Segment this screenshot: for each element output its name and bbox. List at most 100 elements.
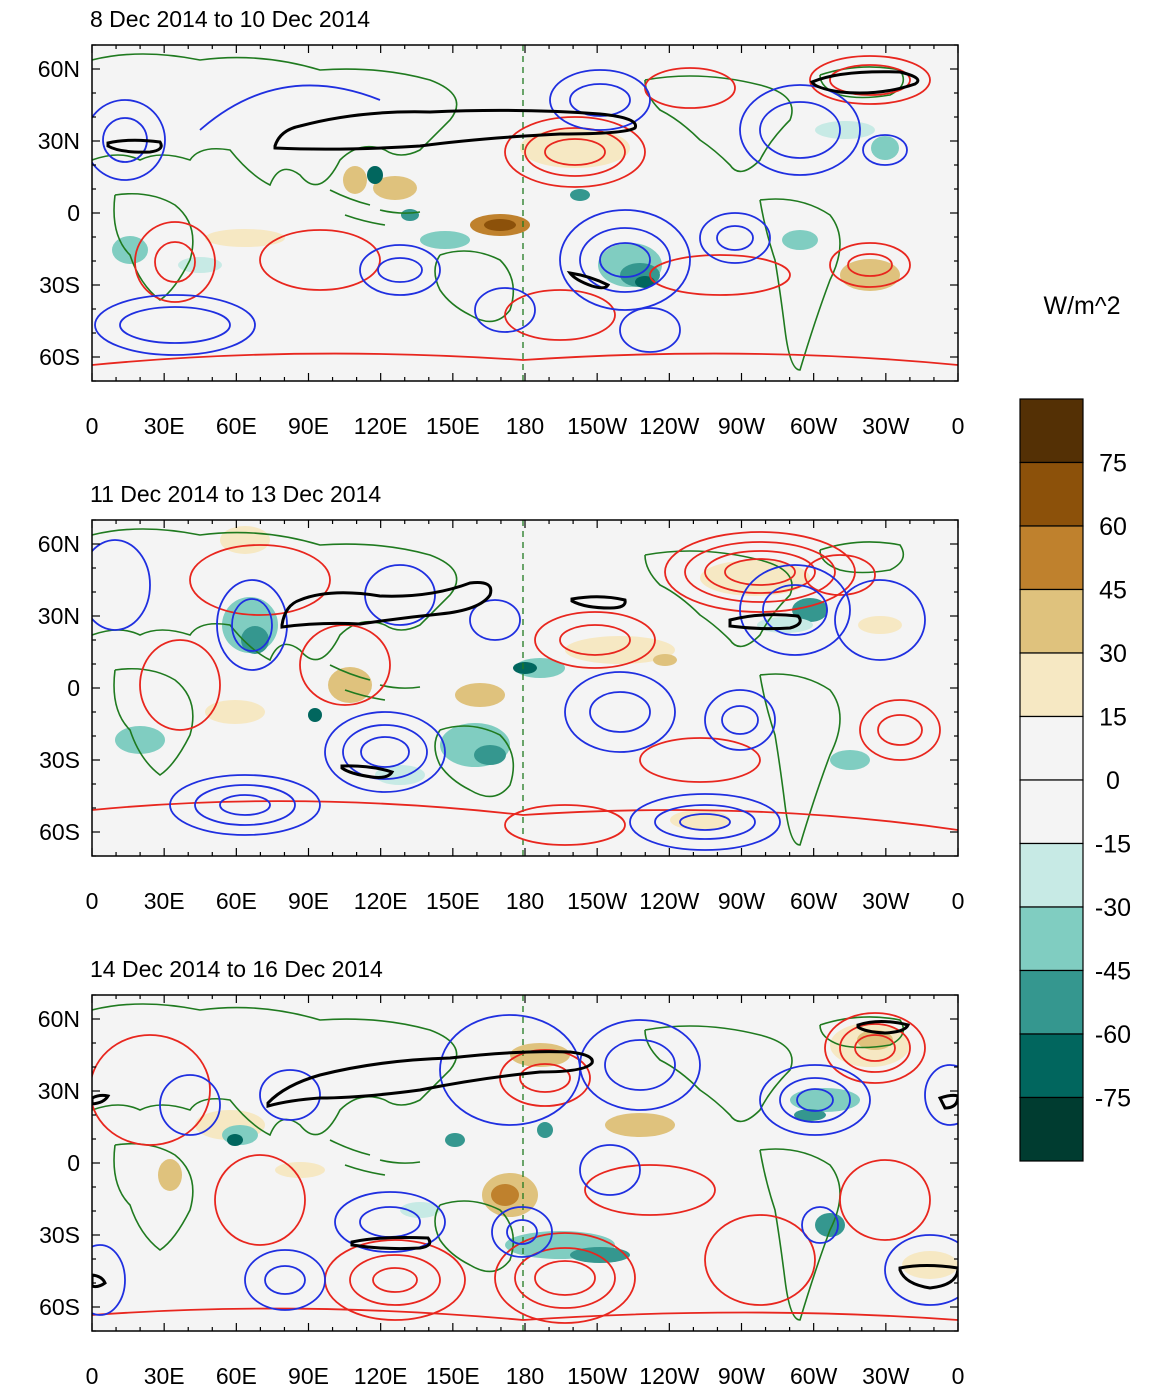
- y-axis-label: 0: [67, 1150, 80, 1176]
- x-axis-label: 180: [506, 413, 544, 439]
- y-axis-label: 60S: [39, 344, 80, 370]
- y-axis-label: 30N: [38, 128, 80, 154]
- colorbar-tick-label: 60: [1099, 513, 1127, 541]
- panel-1-positive-contours: [92, 55, 958, 366]
- colorbar-box: [1019, 906, 1084, 972]
- x-axis-label: 150E: [426, 1363, 480, 1389]
- x-axis-label: 60W: [790, 1363, 838, 1389]
- map-panel-1: 8 Dec 2014 to 10 Dec 2014: [38, 6, 965, 439]
- panel-2-ticks: [91, 519, 959, 857]
- y-axis-label: 30S: [39, 272, 80, 298]
- x-axis-label: 30W: [862, 1363, 910, 1389]
- panel-2-positive-contours: [92, 531, 958, 846]
- y-axis-label: 60S: [39, 819, 80, 845]
- panel-2-jet-contours: [280, 581, 802, 779]
- x-axis-label: 120E: [354, 413, 408, 439]
- colorbar-box: [1019, 461, 1084, 527]
- colorbar-box: [1019, 398, 1084, 464]
- panel-3-y-labels: 60N 30N 0 30S 60S: [38, 1006, 80, 1320]
- colorbar-tick-label: -30: [1095, 894, 1131, 922]
- x-axis-label: 120E: [354, 1363, 408, 1389]
- x-axis-label: 60E: [216, 413, 257, 439]
- x-axis-label: 0: [86, 888, 99, 914]
- colorbar-units: W/m^2: [1043, 292, 1120, 320]
- colorbar-box: [1019, 779, 1084, 845]
- x-axis-label: 0: [86, 413, 99, 439]
- x-axis-label: 30E: [144, 413, 185, 439]
- y-axis-label: 30S: [39, 747, 80, 773]
- x-axis-label: 150E: [426, 413, 480, 439]
- x-axis-label: 150W: [567, 888, 627, 914]
- colorbar-box: [1019, 525, 1084, 591]
- colorbar-tick-label: -45: [1095, 958, 1131, 986]
- colorbar-tick-label: 75: [1099, 450, 1127, 478]
- x-axis-label: 90E: [288, 1363, 329, 1389]
- map-panel-2: 11 Dec 2014 to 13 Dec 2014: [38, 481, 965, 914]
- colorbar-box: [1019, 842, 1084, 908]
- y-axis-label: 0: [67, 200, 80, 226]
- panel-1-title: 8 Dec 2014 to 10 Dec 2014: [90, 6, 370, 32]
- x-axis-label: 90W: [718, 888, 766, 914]
- colorbar-tick-label: 45: [1099, 577, 1127, 605]
- x-axis-label: 90W: [718, 413, 766, 439]
- x-axis-label: 0: [952, 413, 965, 439]
- x-axis-label: 30W: [862, 413, 910, 439]
- map-panel-3: 14 Dec 2014 to 16 Dec 2014: [38, 956, 965, 1389]
- panel-1-negative-contours: [92, 69, 908, 356]
- y-axis-label: 60N: [38, 1006, 80, 1032]
- y-axis-label: 0: [67, 675, 80, 701]
- colorbar-box: [1019, 969, 1084, 1035]
- x-axis-label: 0: [86, 1363, 99, 1389]
- panel-3-ticks: [91, 994, 959, 1332]
- panel-1-ticks: [91, 44, 959, 382]
- x-axis-label: 150W: [567, 1363, 627, 1389]
- x-axis-label: 180: [506, 1363, 544, 1389]
- x-axis-label: 90E: [288, 413, 329, 439]
- x-axis-label: 0: [952, 1363, 965, 1389]
- colorbar: W/m^2 75 60 45 30 15 0 -15 -30 -45 -60 -75: [1019, 292, 1131, 1162]
- colorbar-tick-label: -75: [1095, 1085, 1131, 1113]
- y-axis-label: 60S: [39, 1294, 80, 1320]
- x-axis-label: 30E: [144, 888, 185, 914]
- x-axis-label: 150W: [567, 413, 627, 439]
- panel-2-title: 11 Dec 2014 to 13 Dec 2014: [90, 481, 381, 507]
- colorbar-box: [1019, 588, 1084, 654]
- x-axis-label: 180: [506, 888, 544, 914]
- panel-2-x-labels: 0 30E 60E 90E 120E 150E 180 150W 120W 90W 60W 30W 0: [86, 888, 965, 914]
- x-axis-label: 60W: [790, 413, 838, 439]
- colorbar-tick-label: 30: [1099, 640, 1127, 668]
- x-axis-label: 30W: [862, 888, 910, 914]
- x-axis-label: 120W: [639, 413, 699, 439]
- x-axis-label: 90W: [718, 1363, 766, 1389]
- x-axis-label: 120E: [354, 888, 408, 914]
- panel-1-y-labels: 60N 30N 0 30S 60S: [38, 56, 80, 370]
- panel-3-land-outlines: [92, 1003, 905, 1321]
- colorbar-box: [1019, 1033, 1084, 1099]
- panel-1-land-outlines: [92, 53, 905, 371]
- panel-2-negative-contours: [92, 539, 926, 851]
- panel-3-title: 14 Dec 2014 to 16 Dec 2014: [90, 956, 383, 982]
- panel-1-jet-contours: [106, 70, 920, 290]
- colorbar-labels: 75 60 45 30 15 0 -15 -30 -45 -60 -75: [1095, 450, 1131, 1113]
- colorbar-box: [1019, 715, 1084, 781]
- x-axis-label: 60E: [216, 1363, 257, 1389]
- x-axis-label: 60E: [216, 888, 257, 914]
- panel-3-x-labels: 0 30E 60E 90E 120E 150E 180 150W 120W 90W 60W 30W 0: [86, 1363, 965, 1389]
- colorbar-tick-label: 15: [1099, 704, 1127, 732]
- y-axis-label: 60N: [38, 56, 80, 82]
- x-axis-label: 60W: [790, 888, 838, 914]
- colorbar-box: [1019, 1096, 1084, 1162]
- x-axis-label: 120W: [639, 888, 699, 914]
- y-axis-label: 60N: [38, 531, 80, 557]
- panel-1-x-labels: 0 30E 60E 90E 120E 150E 180 150W 120W 90W 60W 30W 0: [86, 413, 965, 439]
- colorbar-tick-label: -60: [1095, 1021, 1131, 1049]
- x-axis-label: 90E: [288, 888, 329, 914]
- x-axis-label: 30E: [144, 1363, 185, 1389]
- y-axis-label: 30S: [39, 1222, 80, 1248]
- colorbar-tick-label: 0: [1106, 767, 1120, 795]
- colorbar-boxes: [1019, 398, 1084, 1162]
- panel-3-negative-contours: [92, 1014, 958, 1316]
- x-axis-label: 0: [952, 888, 965, 914]
- panel-2-y-labels: 60N 30N 0 30S 60S: [38, 531, 80, 845]
